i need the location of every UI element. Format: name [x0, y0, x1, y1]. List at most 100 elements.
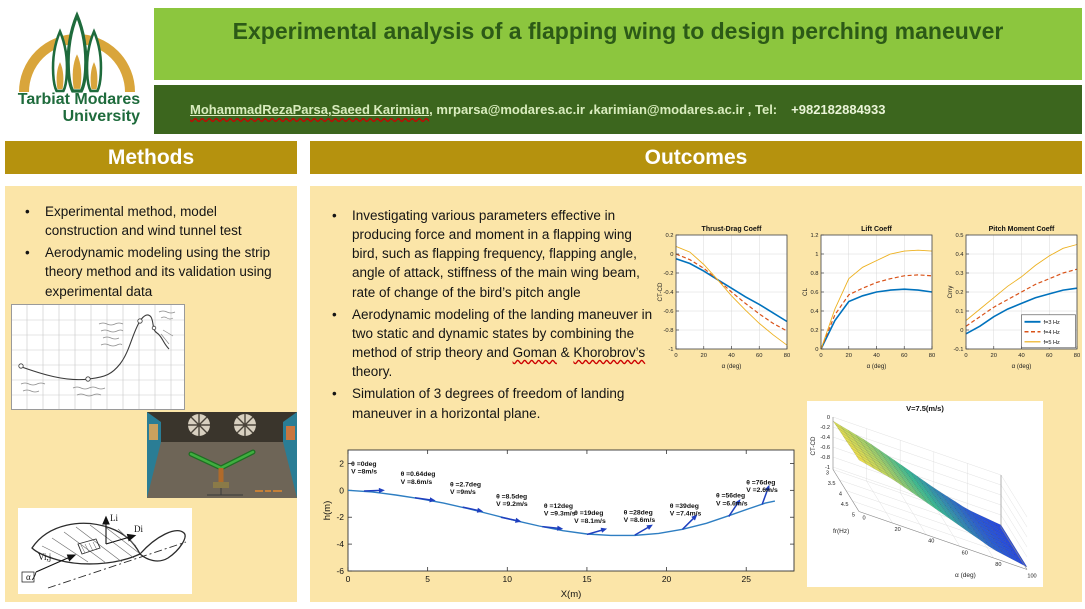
sketch-markers [18, 318, 157, 382]
text-shape: 0 [862, 516, 865, 522]
path-shape [90, 62, 98, 90]
text-shape: Cmy [947, 285, 954, 299]
author-band: MohammadRezaParsa,Saeed Karimian, mrpars… [154, 85, 1082, 134]
text-shape: V =9.2m/s [496, 501, 528, 508]
text-shape: Pitch Moment Coeff [989, 226, 1055, 233]
logo-trees [51, 11, 103, 93]
polygon-shape [476, 507, 484, 513]
polyline-shape [820, 274, 933, 350]
goman-term: Goman [512, 345, 557, 361]
text-shape: α (deg) [1012, 363, 1032, 370]
text-shape: 1 [815, 252, 818, 258]
polygon-shape [378, 487, 385, 494]
text-shape: -0.8 [664, 328, 674, 334]
text-shape: 0 [674, 353, 677, 359]
methods-bullet-list: Experimental method, model construction … [19, 202, 291, 304]
path-shape [72, 54, 82, 89]
text-shape: fr(Hz) [833, 528, 849, 535]
outcomes-header: Outcomes [310, 141, 1082, 174]
path-shape [207, 488, 243, 496]
path-shape [35, 556, 71, 573]
line-shape [542, 525, 560, 530]
surface-plot-panel: 0 -0.2 -0.4 -0.6 -0.8 -1 3 3.5 4 4.5 5 0 20 40 60 80 100… [807, 401, 1043, 587]
line-shape [1000, 484, 1028, 528]
circle-shape [151, 325, 157, 331]
text-shape: 25 [741, 574, 751, 584]
text-shape: -0.4 [820, 435, 830, 441]
text-shape: 60 [901, 353, 907, 359]
text-shape: -0.6 [820, 445, 830, 451]
text-shape: 20 [991, 353, 997, 359]
text-shape: -6 [336, 566, 344, 576]
line-shape [761, 488, 769, 505]
photo-left-panel [149, 424, 158, 440]
text-shape: θ =39deg [670, 503, 699, 510]
polyline-shape [675, 245, 788, 346]
text-shape: 0.4 [810, 309, 819, 315]
polygon-shape [126, 533, 137, 542]
phone-number: +982182884933 [791, 102, 886, 117]
text-shape: 0.8 [810, 271, 818, 277]
text-shape: -4 [336, 539, 344, 549]
polygon-shape [102, 515, 110, 525]
photo-right-panel [286, 426, 295, 440]
text-shape: 0.4 [955, 252, 964, 258]
line-shape [852, 500, 1021, 560]
line-shape [1000, 514, 1028, 558]
line-shape [832, 416, 1002, 476]
text-shape: V =6.6m/s [716, 500, 748, 507]
strip-hatch [80, 541, 98, 554]
path-shape [56, 62, 64, 90]
polyline-shape [820, 249, 933, 350]
wing-outlines [31, 522, 186, 565]
path-shape [72, 386, 106, 397]
text-shape: 20 [662, 574, 672, 584]
velocity-label: Vi,j [38, 552, 51, 562]
text-shape: h(m) [322, 501, 333, 521]
outcomes-bullet-list: Investigating various parameters effecti… [326, 206, 656, 426]
text-shape: 40 [1018, 353, 1024, 359]
text-shape: 80 [784, 353, 790, 359]
rect-shape [213, 482, 229, 488]
text-shape: Thrust-Drag Coeff [702, 226, 763, 233]
text-shape: θ =0deg [351, 461, 376, 468]
polyline-shape [965, 287, 1078, 335]
bullet2-post: theory. [352, 364, 393, 380]
text-shape: V =8.6m/s [624, 517, 656, 524]
line-shape [1000, 527, 1028, 570]
circle-shape [18, 363, 24, 369]
path-shape [20, 382, 46, 393]
line-shape [634, 525, 650, 536]
wing-strip-element [77, 538, 101, 555]
g-shape [832, 417, 1028, 570]
line-shape [1000, 474, 1028, 518]
sketch-handwritten-notes [20, 310, 176, 397]
text-shape: 60 [1046, 353, 1052, 359]
text-shape: 80 [995, 562, 1001, 568]
outcomes-bullet-2: Aerodynamic modeling of the landing mane… [326, 305, 656, 382]
circle-shape [137, 318, 143, 324]
maneuver-sketch-figure [11, 304, 185, 410]
lift-label: Li [110, 513, 118, 523]
text-shape: V =9m/s [450, 489, 476, 496]
title-band: Experimental analysis of a flapping wing… [154, 8, 1082, 80]
text-shape: 5 [425, 574, 430, 584]
text-shape: 0 [670, 252, 673, 258]
text-shape: θ =28deg [624, 510, 653, 517]
text-shape: -0.4 [664, 290, 675, 296]
path-shape [105, 536, 131, 545]
text-shape: X(m) [561, 589, 582, 600]
text-shape: θ =8.5deg [496, 493, 527, 500]
text-shape: 5 [852, 513, 855, 519]
sketch-grid [12, 305, 184, 409]
line-shape [462, 506, 480, 512]
text-shape: 20 [846, 353, 852, 359]
text-shape: V =8.6m/s [401, 479, 433, 486]
alpha-arc [31, 571, 37, 581]
line-shape [1000, 504, 1028, 548]
text-shape: V =2.6m/s [746, 487, 778, 494]
force-arrows [35, 515, 137, 573]
author-names: MohammadRezaParsa,Saeed Karimian [190, 102, 430, 117]
text-shape: θ =12deg [544, 503, 573, 510]
